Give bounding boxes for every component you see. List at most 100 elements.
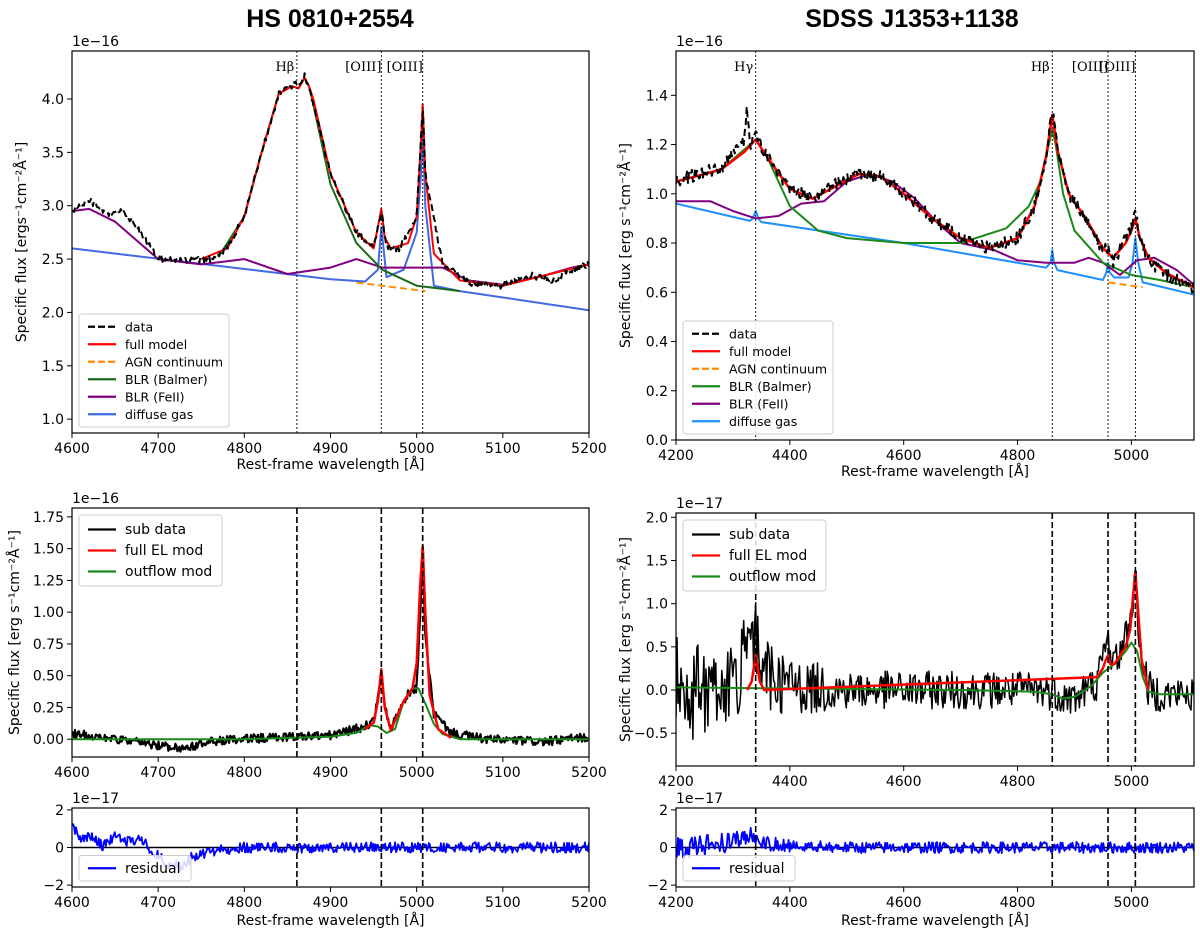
y-tick-label: 0.50 (33, 669, 64, 685)
left-title: HS 0810+2554 (246, 5, 414, 33)
x-tick-label: 5000 (1114, 448, 1150, 464)
x-tick-label: 4600 (54, 765, 90, 781)
x-tick-label: 4400 (772, 774, 808, 790)
legend-label: diffuse gas (729, 414, 797, 429)
y-tick-label: 1.50 (33, 542, 64, 558)
y-tick-label: 0 (55, 841, 64, 857)
x-tick-label: 5100 (485, 441, 521, 457)
axes-frame (675, 512, 1195, 767)
legend-label: sub data (729, 527, 790, 543)
x-tick-label: 4800 (227, 765, 263, 781)
chart-panel-sdss_top: Hγ Hβ [OIII][OIII] 4200 4400 4600 4800 5000 0.0 0… (617, 34, 1195, 480)
series-full-model (676, 113, 1194, 289)
x-tick-label: 4800 (1000, 895, 1036, 911)
legend-label: BLR (Balmer) (125, 372, 208, 387)
x-tick-label: 5000 (399, 765, 435, 781)
series-residual (676, 826, 1194, 860)
legend-box (682, 519, 827, 592)
y-tick-label: 1.25 (33, 573, 64, 589)
plot-area (72, 544, 589, 753)
legend: data full model AGN continuum BLR (Balmer) B… (682, 320, 834, 435)
axis-scale-label: 1e−17 (72, 791, 119, 807)
plot-area (72, 72, 589, 312)
y-axis-label: Specific flux [erg s⁻¹cm⁻²Å⁻¹] (6, 530, 23, 735)
y-tick-label: 0.0 (646, 433, 668, 449)
plot-area (676, 826, 1194, 860)
legend-label: BLR (FeII) (125, 389, 185, 404)
x-tick-label: 4200 (658, 895, 694, 911)
y-tick-label: 2.5 (42, 252, 64, 268)
x-tick-label: 4900 (313, 441, 349, 457)
y-tick-label: −2 (647, 878, 668, 894)
y-tick-label: 1.5 (42, 359, 64, 375)
y-tick-label: 0.5 (646, 640, 668, 656)
series-sub-data (676, 570, 1194, 741)
x-tick-label: 4900 (313, 895, 349, 911)
legend-label: AGN continuum (125, 354, 223, 369)
legend-box (78, 313, 230, 428)
x-tick-label: 4700 (140, 895, 176, 911)
chart-panel-hs_bot: 4600 4700 4800 4900 5000 5100 5200 −2 0 2 1e−17 Res… (43, 791, 606, 929)
x-tick-label: 4600 (886, 448, 922, 464)
legend: sub data full EL mod outflow mod (78, 514, 223, 587)
legend-label: AGN continuum (729, 361, 827, 376)
legend-label: sub data (125, 522, 186, 538)
line-label: Hβ (1031, 60, 1050, 75)
x-axis-label: Rest-frame wavelength [Å] (236, 912, 424, 929)
x-tick-label: 4800 (227, 441, 263, 457)
x-tick-label: 4600 (54, 441, 90, 457)
chart-panel-sdss_mid: 4200 4400 4600 4800 5000 −0.5 0.0 0.5 1.0 1.5 2.0 1… (617, 496, 1195, 790)
legend-label: full model (729, 344, 791, 359)
y-axis-label: Specific flux [ergs⁻¹cm⁻²Å⁻¹] (13, 142, 30, 343)
y-tick-label: 1.75 (33, 510, 64, 526)
y-tick-label: 3.5 (42, 145, 64, 161)
y-tick-label: 1.0 (646, 187, 668, 203)
x-tick-label: 5200 (571, 441, 607, 457)
y-tick-label: 0.2 (646, 384, 668, 400)
y-tick-label: 0.75 (33, 637, 64, 653)
y-tick-label: 1.2 (646, 138, 668, 154)
axis-scale-label: 1e−16 (72, 34, 119, 50)
axis-scale-label: 1e−17 (676, 791, 723, 807)
y-tick-label: 0.25 (33, 700, 64, 716)
x-tick-label: 4600 (886, 774, 922, 790)
y-tick-label: 0.4 (646, 335, 668, 351)
x-axis-label: Rest-frame wavelength [Å] (236, 456, 424, 473)
x-tick-label: 5000 (1114, 774, 1150, 790)
y-tick-label: 2 (55, 803, 64, 819)
y-tick-label: −2 (43, 878, 64, 894)
line-label: [OIII] (1099, 60, 1135, 75)
legend-label: data (729, 326, 757, 341)
series-agn-continuum (1108, 281, 1143, 289)
legend: sub data full EL mod outflow mod (682, 519, 827, 592)
plot-area (676, 570, 1194, 741)
line-label: [OIII] (345, 60, 381, 75)
legend-label: diffuse gas (125, 407, 193, 422)
y-axis-label: Specific flux [erg s⁻¹cm⁻²Å⁻¹] (617, 537, 634, 742)
chart-panel-hs_mid: 4600 4700 4800 4900 5000 5100 5200 0.00 0.25 0.50… (6, 491, 607, 781)
y-tick-label: 2 (659, 803, 668, 819)
legend: residual (682, 855, 796, 882)
y-tick-label: 2.0 (42, 305, 64, 321)
y-tick-label: 3.0 (42, 199, 64, 215)
chart-panel-hs_top: Hβ [OIII] [OIII] 4600 4700 4800 4900 5000 5100 52… (13, 34, 607, 473)
x-tick-label: 4700 (140, 441, 176, 457)
y-tick-label: 0.6 (646, 285, 668, 301)
y-tick-label: −0.5 (634, 726, 668, 742)
series-full-el-mod (364, 544, 452, 739)
x-tick-label: 4200 (658, 774, 694, 790)
plot-area (676, 105, 1194, 296)
x-tick-label: 5200 (571, 895, 607, 911)
x-tick-label: 4400 (772, 895, 808, 911)
axis-scale-label: 1e−17 (676, 496, 723, 512)
x-tick-label: 4900 (313, 765, 349, 781)
y-tick-label: 0.00 (33, 732, 64, 748)
x-tick-label: 4200 (658, 448, 694, 464)
y-axis-label: Specific flux [erg s⁻¹cm⁻²Å⁻¹] (617, 143, 634, 348)
axis-scale-label: 1e−16 (72, 491, 119, 507)
y-tick-label: 1.0 (42, 412, 64, 428)
line-label: [OIII] (387, 60, 423, 75)
y-tick-label: 1.00 (33, 605, 64, 621)
x-tick-label: 4400 (772, 448, 808, 464)
x-tick-label: 5000 (399, 895, 435, 911)
